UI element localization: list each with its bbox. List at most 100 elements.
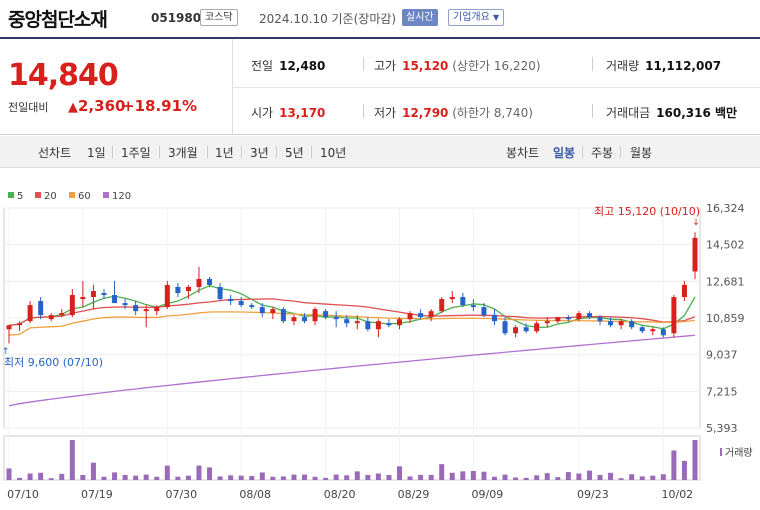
volume-bar — [27, 473, 33, 480]
candle-body — [449, 297, 455, 300]
line-chart-tab[interactable]: 선차트 — [38, 146, 72, 160]
candle-body — [354, 321, 360, 324]
monthly-candle-tab[interactable]: 월봉 — [630, 146, 653, 160]
period-3y-tab[interactable]: 3년 — [250, 146, 269, 160]
market-badge: 코스닥 — [200, 9, 238, 26]
period-1y-tab[interactable]: 1년 — [215, 146, 234, 160]
candle-body — [69, 295, 75, 316]
volume-bar — [681, 460, 687, 480]
volume-bar — [396, 466, 402, 480]
volume-frame — [3, 435, 701, 481]
candle-body — [196, 278, 202, 287]
candle-body — [38, 301, 44, 316]
candle-body — [302, 317, 308, 322]
candle-body — [27, 305, 33, 322]
change-percent: +18.91% — [122, 97, 198, 115]
volume-bar — [344, 475, 350, 480]
candle-body — [133, 305, 139, 312]
period-3m-tab[interactable]: 3개월 — [168, 146, 198, 160]
weekly-candle-tab[interactable]: 주봉 — [591, 146, 614, 160]
volume-bar — [143, 474, 149, 480]
volume-bar — [608, 472, 614, 480]
candle-body — [17, 323, 23, 326]
candle-body — [671, 297, 677, 334]
period-1w-tab[interactable]: 1주일 — [121, 146, 151, 160]
volume-bar — [207, 467, 213, 480]
volume-bar — [386, 474, 392, 480]
candle-body — [312, 309, 318, 322]
moving-averages — [8, 285, 696, 407]
candle-body — [428, 311, 434, 318]
y-tick-label: 12,681 — [706, 275, 745, 288]
chart-toolbar: 선차트 1일 1주일 3개월 1년 3년 5년 10년 봉차트 일봉 주봉 월봉 — [0, 136, 760, 168]
period-10y-tab[interactable]: 10년 — [320, 146, 347, 160]
legend-swatch-5 — [8, 192, 14, 198]
volume-bar — [460, 471, 466, 480]
stock-name: 중앙첨단소재 — [8, 9, 108, 31]
change-amount: 2,360 — [78, 97, 126, 115]
candle-body — [386, 323, 392, 326]
volume-bar — [217, 476, 223, 480]
volume-bar — [196, 465, 202, 480]
date-basis: 2024.10.10 기준(장마감) — [259, 12, 397, 26]
candle-body — [323, 311, 329, 318]
candle-body — [291, 317, 297, 322]
open-value: 13,170 — [279, 106, 326, 120]
candle-body — [185, 286, 191, 292]
volume-bar — [333, 474, 339, 480]
period-5y-tab[interactable]: 5년 — [285, 146, 304, 160]
high-label: 고가 — [374, 59, 397, 73]
volume-bar — [291, 474, 297, 480]
candle-body — [175, 286, 181, 294]
candle-body — [491, 315, 497, 322]
volume-bar — [280, 476, 286, 480]
x-tick-label: 07/19 — [81, 488, 113, 501]
up-arrow-icon: ↑ — [2, 347, 10, 357]
volume-bar — [671, 450, 677, 480]
candle-body — [59, 313, 65, 316]
candle-body — [576, 313, 582, 320]
ma-legend: 5 20 60 120 — [8, 191, 131, 202]
volume-bar — [228, 475, 234, 480]
divider — [311, 146, 312, 158]
candle-chart-tab[interactable]: 봉차트 — [506, 146, 540, 160]
candle-body — [101, 293, 107, 296]
x-tick-label: 08/20 — [324, 488, 356, 501]
realtime-button[interactable]: 실시간 — [402, 9, 438, 26]
volume-bar — [164, 465, 170, 480]
divider — [207, 146, 208, 158]
daily-candle-tab[interactable]: 일봉 — [553, 146, 576, 160]
candle-body — [122, 303, 128, 306]
divider — [232, 87, 760, 88]
legend-label-60: 60 — [78, 191, 91, 202]
volume-bar — [618, 478, 624, 480]
legend-swatch-20 — [35, 192, 41, 198]
legend-label-5: 5 — [17, 191, 23, 202]
chart-grid — [3, 207, 701, 481]
candle-body — [249, 305, 255, 308]
volume-bar — [407, 476, 413, 480]
candle-body — [534, 323, 540, 332]
candle-body — [90, 291, 96, 298]
volume-bar — [650, 475, 656, 480]
candles — [6, 232, 698, 344]
candle-body — [333, 317, 339, 320]
x-tick-label: 07/30 — [165, 488, 197, 501]
x-tick-label: 10/02 — [661, 488, 693, 501]
down-arrow-icon: ↓ — [692, 218, 700, 228]
upper-limit: (상한가 16,220) — [452, 59, 541, 73]
volume-bar — [513, 477, 519, 480]
divider — [112, 146, 113, 158]
candle-body — [692, 237, 698, 272]
period-1d-tab[interactable]: 1일 — [87, 146, 106, 160]
volume-bar — [502, 474, 508, 480]
volume-bar — [586, 470, 592, 480]
candle-body — [439, 299, 445, 312]
candle-body — [259, 307, 265, 314]
company-info-dropdown[interactable]: 기업개요 ▼ — [448, 9, 505, 26]
legend-label-120: 120 — [112, 191, 131, 202]
candle-body — [396, 319, 402, 326]
volume-bar — [238, 475, 244, 480]
volume-bar — [101, 476, 107, 480]
candle-body — [629, 321, 635, 328]
